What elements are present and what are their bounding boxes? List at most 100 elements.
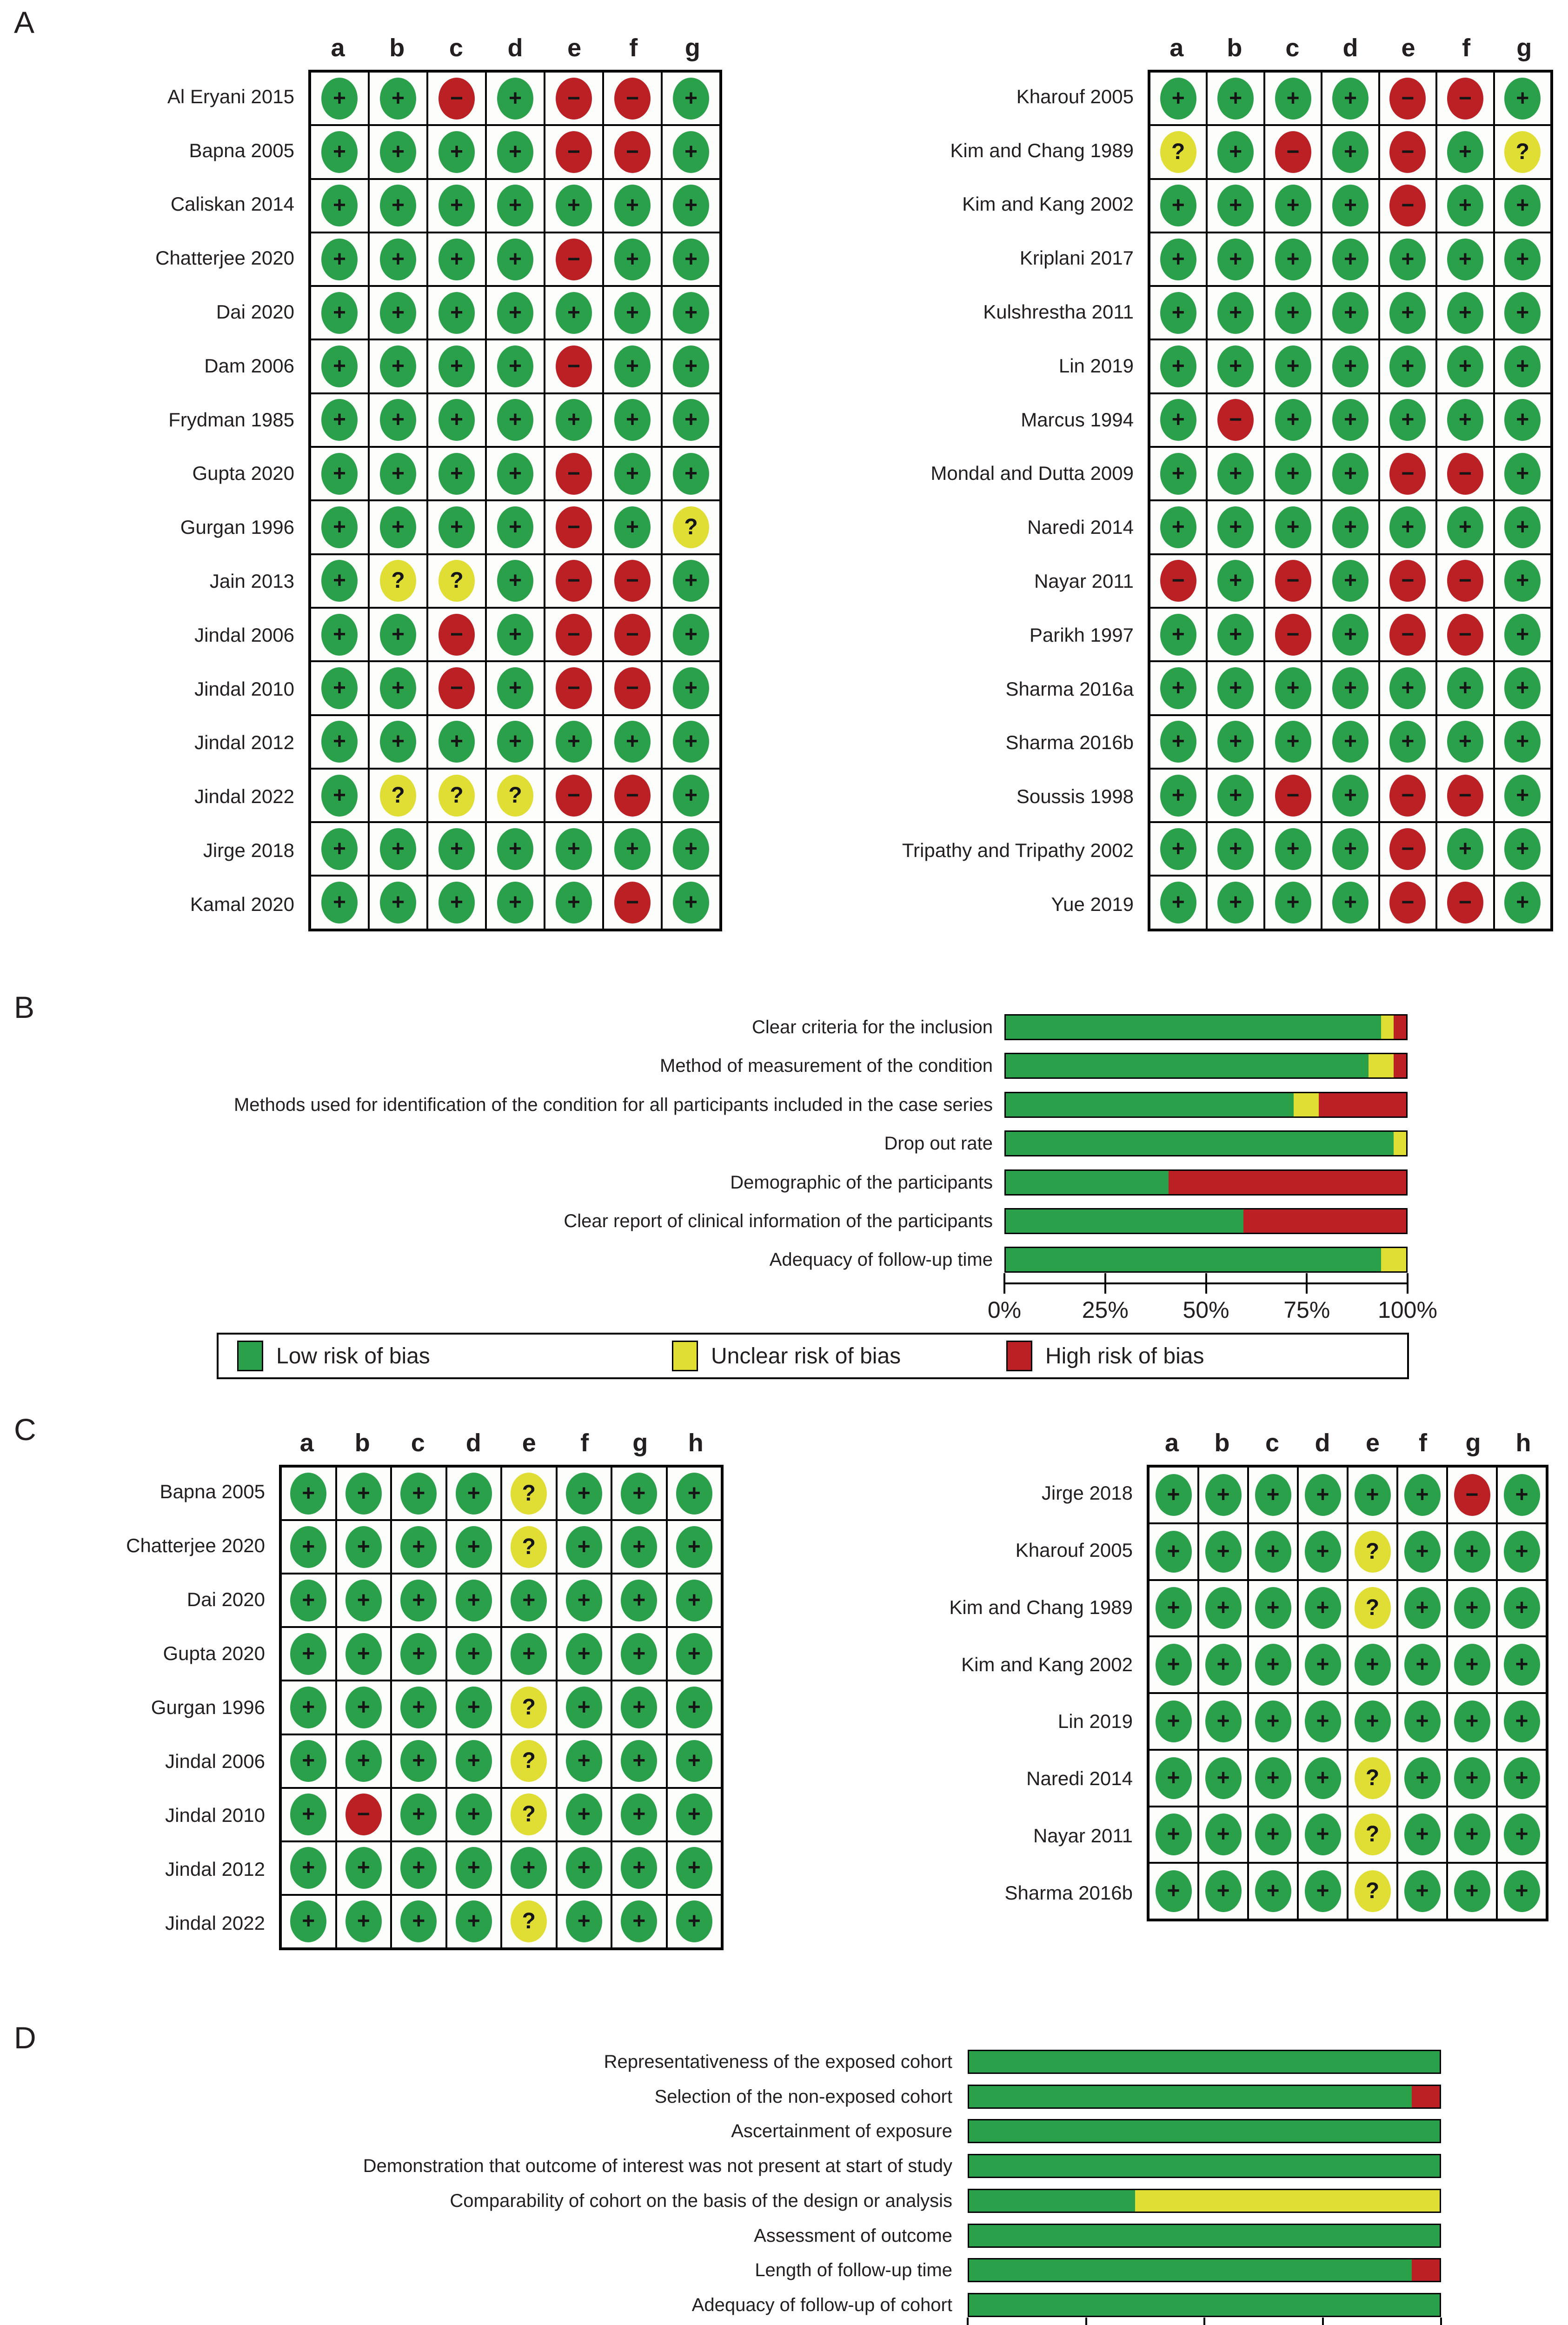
rating-cell: + xyxy=(545,876,603,930)
panel-d-stacked-bar xyxy=(968,2119,1441,2144)
panel-b-category-label: Methods used for identification of the c… xyxy=(233,1094,993,1115)
rating-cell: + xyxy=(1149,715,1207,769)
bar-segment-low xyxy=(1006,1170,1169,1194)
rating-low-icon: + xyxy=(621,1686,658,1728)
bar-segment-high xyxy=(1412,2259,1440,2281)
rating-low-icon: + xyxy=(1389,667,1426,709)
rating-low-icon: + xyxy=(1503,1757,1540,1799)
rating-low-icon: + xyxy=(1454,1700,1490,1742)
bar-segment-unclear xyxy=(1369,1054,1394,1078)
rating-cell: + xyxy=(1497,1467,1547,1523)
rating-low-icon: + xyxy=(321,452,358,495)
rating-low-icon: + xyxy=(1255,1757,1291,1799)
legend-entry-unclear: Unclear risk of bias xyxy=(672,1341,901,1371)
rating-low-icon: + xyxy=(1155,1700,1192,1742)
rating-low-icon: + xyxy=(455,1847,492,1889)
column-header: e xyxy=(567,34,582,62)
rating-low-icon: + xyxy=(1504,238,1541,280)
rating-low-icon: + xyxy=(290,1686,327,1728)
rating-cell: + xyxy=(1322,447,1379,501)
rating-cell: ? xyxy=(501,1681,557,1734)
rating-low-icon: + xyxy=(380,613,416,656)
rating-cell: + xyxy=(1397,1749,1447,1807)
rating-cell: + xyxy=(391,1894,446,1948)
rating-cell: + xyxy=(1207,876,1264,930)
column-header: g xyxy=(632,1429,648,1457)
rating-cell: ? xyxy=(1348,1580,1397,1637)
rating-low-icon: + xyxy=(1275,292,1311,334)
rating-cell: + xyxy=(1379,286,1437,340)
panel-b-stacked-bar xyxy=(1004,1247,1408,1273)
rating-low-icon: + xyxy=(497,185,533,227)
column-header: d xyxy=(1342,34,1358,62)
study-label: Jain 2013 xyxy=(209,570,294,592)
rating-cell: + xyxy=(281,1681,336,1734)
rating-cell: + xyxy=(1397,1467,1447,1523)
rating-low-icon: + xyxy=(1504,506,1541,549)
rating-cell: + xyxy=(1447,1863,1497,1920)
rating-low-icon: + xyxy=(614,828,651,870)
bar-segment-unclear xyxy=(1135,2190,1440,2212)
rating-cell: + xyxy=(446,1467,501,1521)
rating-cell: + xyxy=(427,715,486,769)
rating-low-icon: + xyxy=(1447,721,1483,763)
rating-low-icon: + xyxy=(1332,613,1369,656)
rating-cell: + xyxy=(662,72,720,126)
rating-low-icon: + xyxy=(400,1900,437,1943)
rating-low-icon: + xyxy=(1275,77,1311,120)
rating-high-icon: − xyxy=(1217,399,1254,441)
rating-cell: + xyxy=(1149,500,1207,554)
rating-cell: − xyxy=(603,607,662,662)
rating-low-icon: + xyxy=(1503,1530,1540,1573)
rating-low-icon: + xyxy=(1504,399,1541,441)
rating-cell: + xyxy=(427,232,486,286)
rating-cell: + xyxy=(1264,179,1322,232)
panel-d-stacked-bar xyxy=(968,2223,1441,2248)
rating-cell: + xyxy=(1322,339,1379,393)
study-label: Jirge 2018 xyxy=(1041,1482,1133,1504)
rating-low-icon: + xyxy=(621,1472,658,1515)
rating-cell: + xyxy=(662,286,720,340)
rating-cell: ? xyxy=(427,768,486,823)
rating-cell: + xyxy=(391,1520,446,1574)
rating-cell: − xyxy=(1447,1467,1497,1523)
rating-cell: + xyxy=(603,286,662,340)
rating-cell: + xyxy=(1149,607,1207,662)
study-label: Kim and Chang 1989 xyxy=(950,139,1134,161)
study-label: Kim and Kang 2002 xyxy=(962,193,1134,215)
rating-cell: + xyxy=(1149,1523,1198,1580)
bar-segment-high xyxy=(1394,1054,1406,1078)
rating-low-icon: + xyxy=(1447,506,1483,549)
rating-cell: + xyxy=(662,661,720,715)
rating-high-icon: − xyxy=(614,131,651,173)
panel-b-stacked-bar xyxy=(1004,1169,1408,1196)
rating-cell: + xyxy=(310,125,369,179)
rating-low-icon: + xyxy=(439,399,475,441)
rating-low-icon: + xyxy=(565,1526,602,1568)
rating-low-icon: + xyxy=(400,1579,437,1621)
rating-cell: + xyxy=(486,232,545,286)
rating-cell: + xyxy=(662,447,720,501)
rating-cell: + xyxy=(1149,72,1207,126)
rating-cell: + xyxy=(310,661,369,715)
rating-low-icon: + xyxy=(1389,399,1426,441)
rating-unclear-icon: ? xyxy=(511,1794,547,1836)
rating-cell: + xyxy=(1494,768,1551,823)
rating-cell: + xyxy=(1264,447,1322,501)
rating-cell: − xyxy=(603,876,662,930)
rating-low-icon: + xyxy=(1503,1870,1540,1913)
rating-cell: − xyxy=(1264,768,1322,823)
rating-cell: + xyxy=(1497,1580,1547,1637)
axis-tick-label: 50% xyxy=(1183,1297,1229,1323)
rating-low-icon: + xyxy=(400,1526,437,1568)
rating-cell: + xyxy=(1149,179,1207,232)
rating-cell: + xyxy=(486,125,545,179)
rating-cell: + xyxy=(603,232,662,286)
study-label: Nayar 2011 xyxy=(1033,1824,1133,1847)
rating-cell: + xyxy=(310,393,369,447)
rating-unclear-icon: ? xyxy=(380,774,416,817)
rating-low-icon: + xyxy=(1217,721,1254,763)
rating-high-icon: − xyxy=(1275,560,1311,602)
rating-high-icon: − xyxy=(1447,774,1483,817)
rating-cell: + xyxy=(281,1574,336,1628)
